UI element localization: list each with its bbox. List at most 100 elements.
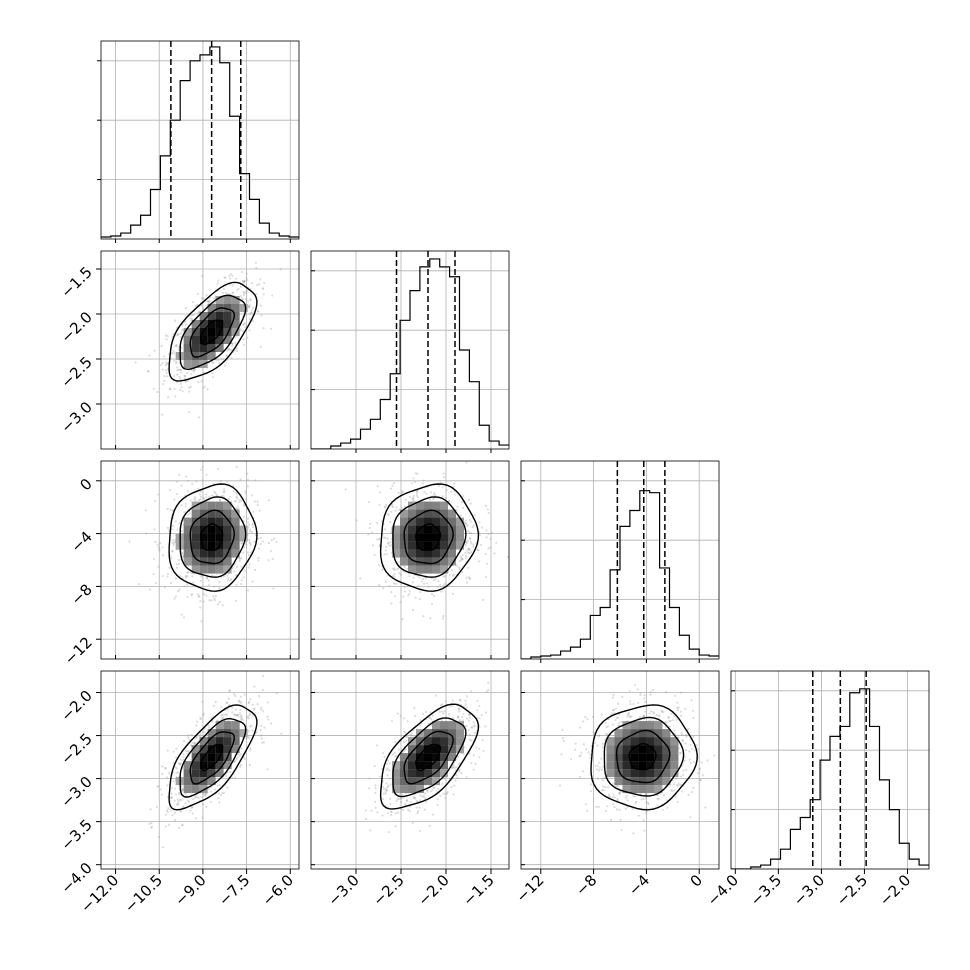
- density-cell: [207, 549, 216, 558]
- scatter-point: [240, 714, 243, 717]
- scatter-point: [174, 793, 178, 796]
- density-cell: [432, 541, 440, 550]
- density-cell: [183, 525, 192, 534]
- density-cell: [231, 745, 240, 754]
- scatter-point: [412, 494, 415, 498]
- scatter-point: [404, 499, 407, 502]
- scatter-point: [182, 758, 185, 761]
- scatter-point: [253, 500, 256, 503]
- scatter-point: [172, 524, 175, 527]
- scatter-point: [178, 762, 182, 765]
- scatter-point: [698, 768, 701, 771]
- scatter-point: [408, 495, 412, 499]
- scatter-point: [426, 790, 429, 793]
- scatter-point: [211, 574, 214, 577]
- density-cell: [223, 336, 232, 344]
- scatter-point: [444, 574, 447, 578]
- density-cell: [432, 737, 440, 746]
- scatter-point: [251, 703, 254, 706]
- scatter-point: [244, 297, 248, 301]
- density-cell: [231, 729, 240, 738]
- scatter-point: [249, 544, 252, 547]
- density-cell: [606, 737, 615, 746]
- density-cell: [654, 753, 663, 762]
- scatter-point: [390, 510, 393, 513]
- scatter-point: [410, 482, 413, 485]
- scatter-point: [458, 710, 461, 713]
- density-cell: [191, 509, 200, 518]
- density-cell: [215, 745, 224, 754]
- scatter-point: [176, 771, 180, 774]
- scatter-point: [464, 551, 467, 554]
- scatter-point: [431, 714, 434, 717]
- scatter-point: [166, 776, 169, 779]
- scatter-point: [225, 354, 228, 357]
- scatter-point: [233, 693, 236, 696]
- scatter-point: [578, 775, 582, 779]
- scatter-point: [240, 499, 243, 503]
- scatter-point: [144, 509, 148, 512]
- scatter-point: [233, 713, 236, 716]
- scatter-point: [618, 808, 621, 812]
- scatter-point: [178, 473, 181, 477]
- scatter-point: [211, 376, 215, 379]
- scatter-point: [458, 707, 461, 710]
- scatter-point: [411, 821, 414, 825]
- density-cell: [239, 304, 248, 312]
- scatter-point: [176, 798, 179, 801]
- scatter-point: [385, 788, 388, 792]
- density-cell: [215, 549, 224, 558]
- scatter-point: [679, 752, 682, 755]
- x-tick-label: −8: [572, 871, 600, 899]
- scatter-point: [177, 348, 181, 352]
- density-cell: [408, 557, 416, 566]
- scatter-point: [181, 556, 185, 559]
- contour-line: [415, 743, 442, 772]
- scatter-point: [178, 792, 181, 796]
- scatter-point: [230, 776, 234, 780]
- scatter-point: [429, 491, 433, 494]
- scatter-point: [396, 568, 399, 571]
- panel-frame: [100, 40, 300, 240]
- scatter-point: [148, 588, 151, 591]
- scatter-point: [243, 569, 246, 572]
- histogram-step: [731, 688, 929, 869]
- scatter-point: [597, 734, 601, 738]
- scatter-point: [413, 715, 417, 718]
- scatter-point: [681, 738, 684, 742]
- density-cell: [207, 533, 216, 542]
- scatter-point: [624, 807, 627, 810]
- scatter-point: [462, 752, 465, 755]
- scatter-point: [461, 553, 464, 557]
- scatter-point: [213, 788, 217, 791]
- scatter-point: [148, 354, 151, 357]
- scatter-point: [369, 522, 372, 525]
- scatter-point: [690, 761, 693, 765]
- scatter-point: [612, 693, 615, 697]
- scatter-point: [465, 725, 468, 728]
- scatter-point: [242, 337, 246, 341]
- density-cell: [440, 533, 448, 542]
- scatter-point: [205, 793, 208, 796]
- scatter-point: [643, 697, 646, 700]
- scatter-point: [259, 543, 262, 546]
- density-cell: [432, 525, 440, 534]
- scatter-point: [404, 505, 407, 508]
- scatter-point: [412, 499, 415, 502]
- density-cell: [670, 761, 679, 770]
- density-cell: [207, 320, 216, 328]
- scatter-point: [247, 717, 250, 720]
- x-tick-label: −3.0: [790, 871, 828, 909]
- density-cell: [207, 761, 216, 770]
- contour-line: [189, 307, 235, 358]
- scatter-point: [688, 758, 691, 761]
- scatter-point: [650, 710, 653, 713]
- scatter-point: [201, 714, 205, 717]
- scatter-point: [431, 788, 434, 792]
- scatter-point: [181, 789, 184, 792]
- scatter-point: [642, 797, 645, 801]
- scatter-point: [410, 734, 413, 737]
- scatter-point: [390, 810, 393, 813]
- scatter-point: [189, 809, 192, 812]
- density-cell: [606, 745, 615, 754]
